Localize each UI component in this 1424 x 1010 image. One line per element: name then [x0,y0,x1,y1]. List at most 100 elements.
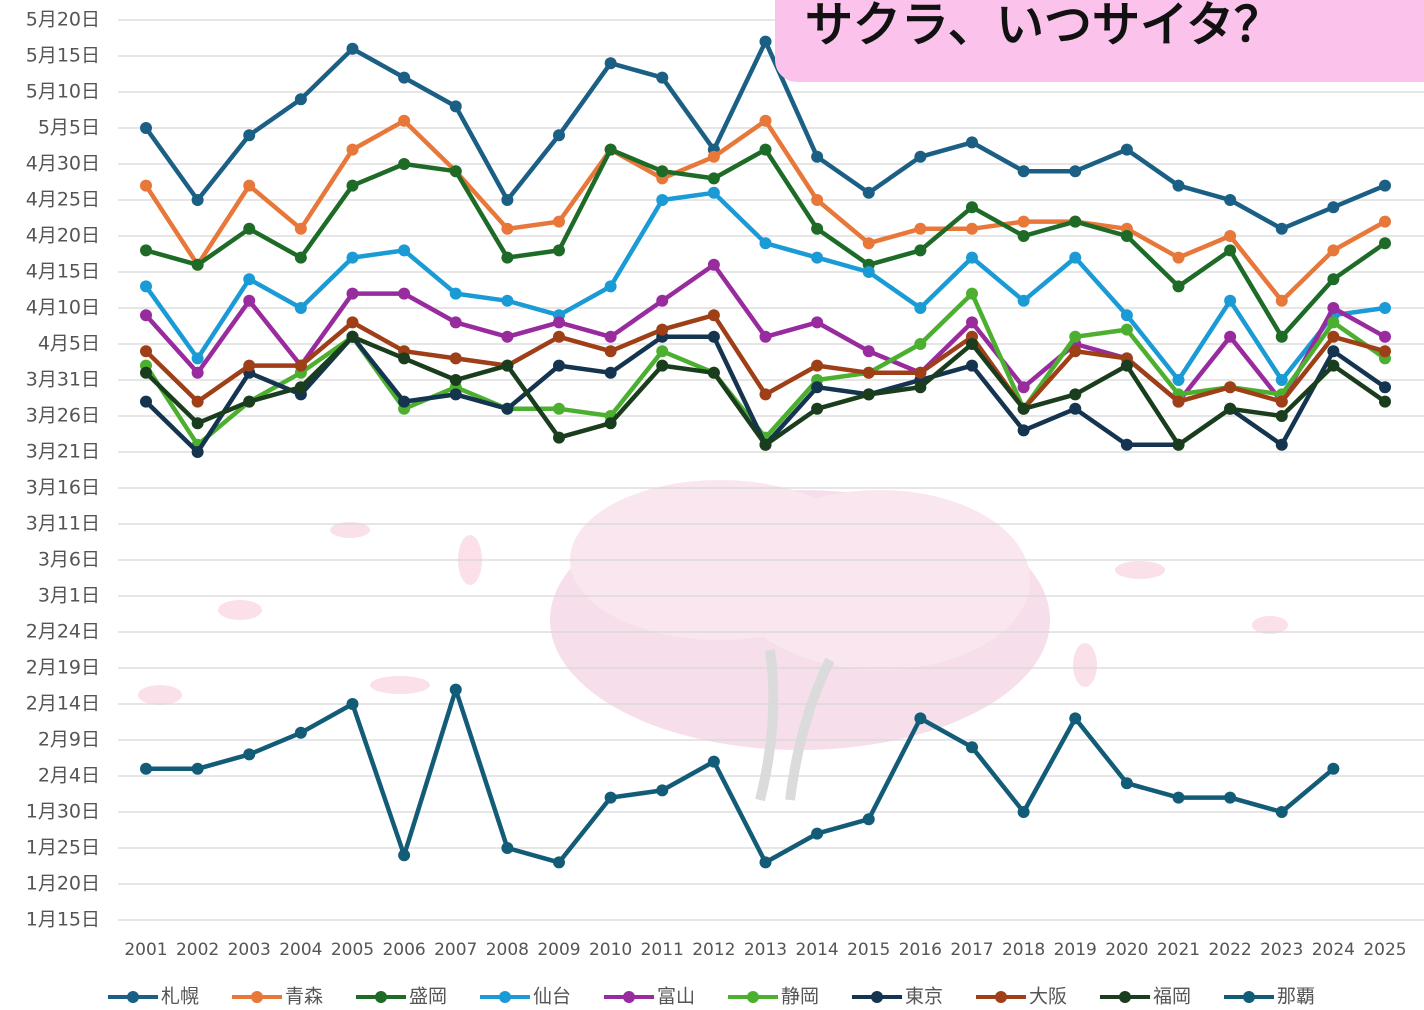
data-point [501,295,513,307]
data-point [553,244,565,256]
x-tick-label: 2025 [1363,940,1406,960]
data-point [295,252,307,264]
x-tick-label: 2008 [486,940,529,960]
data-point [760,856,772,868]
data-point [1327,273,1339,285]
data-point [760,237,772,249]
legend-label: 富山 [657,986,695,1008]
data-point [1018,424,1030,436]
data-point [656,784,668,796]
data-point [553,360,565,372]
data-point [811,223,823,235]
data-point [605,144,617,156]
x-tick-label: 2018 [1002,940,1045,960]
data-point [1121,360,1133,372]
data-point [501,842,513,854]
y-tick-label: 5月20日 [26,9,100,31]
x-tick-label: 2022 [1208,940,1251,960]
data-point [1327,244,1339,256]
data-point [243,360,255,372]
data-point [1224,403,1236,415]
y-tick-label: 5月10日 [26,81,100,103]
data-point [553,129,565,141]
data-point [656,360,668,372]
data-point [347,698,359,710]
y-tick-label: 3月21日 [26,441,100,463]
data-point [1379,396,1391,408]
data-point [398,288,410,300]
data-point [1069,712,1081,724]
data-point [1379,345,1391,357]
data-point [140,763,152,775]
data-point [1018,165,1030,177]
data-point [1224,194,1236,206]
data-point [192,446,204,458]
data-point [605,331,617,343]
data-point [1121,309,1133,321]
data-point [347,288,359,300]
data-point [1173,180,1185,192]
data-point [1379,216,1391,228]
data-point [501,403,513,415]
data-point [1173,439,1185,451]
data-point [347,43,359,55]
data-point [553,403,565,415]
y-tick-label: 2月9日 [38,729,100,751]
y-tick-label: 3月6日 [38,549,100,571]
data-point [708,331,720,343]
data-point [1069,403,1081,415]
y-tick-label: 4月15日 [26,261,100,283]
x-tick-label: 2023 [1260,940,1303,960]
data-point [1224,381,1236,393]
data-point [1018,295,1030,307]
data-point [1121,324,1133,336]
data-point [1379,302,1391,314]
y-tick-label: 4月5日 [38,333,100,355]
data-point [1224,295,1236,307]
data-point [605,367,617,379]
data-point [811,360,823,372]
data-point [1069,252,1081,264]
data-point [347,144,359,156]
x-tick-label: 2009 [537,940,580,960]
data-point [863,266,875,278]
data-point [966,201,978,213]
data-point [1379,381,1391,393]
legend: 札幌青森盛岡仙台富山静岡東京大阪福岡那覇 [108,986,1315,1008]
data-point [295,727,307,739]
tree-decoration [138,480,1288,800]
data-point [553,856,565,868]
x-tick-label: 2007 [434,940,477,960]
y-tick-label: 3月26日 [26,405,100,427]
data-point [192,352,204,364]
legend-label: 那覇 [1277,986,1315,1008]
y-tick-label: 3月11日 [26,513,100,535]
data-point [966,360,978,372]
data-point [140,122,152,134]
data-point [398,158,410,170]
data-point [295,223,307,235]
data-point [708,187,720,199]
data-point [708,756,720,768]
data-point [1224,331,1236,343]
legend-marker [1243,991,1255,1003]
x-tick-label: 2019 [1054,940,1097,960]
data-point [966,741,978,753]
data-point [760,331,772,343]
data-point [1327,331,1339,343]
y-tick-label: 3月16日 [26,477,100,499]
data-point [243,129,255,141]
data-point [347,180,359,192]
data-point [1121,439,1133,451]
data-point [708,259,720,271]
data-point [708,309,720,321]
x-tick-label: 2024 [1312,940,1355,960]
x-tick-label: 2013 [744,940,787,960]
data-point [1173,252,1185,264]
data-point [966,288,978,300]
legend-label: 大阪 [1029,986,1067,1008]
x-tick-label: 2002 [176,940,219,960]
data-point [450,388,462,400]
data-point [243,295,255,307]
title-box: サクラ、いつサイタ？ [775,0,1424,82]
